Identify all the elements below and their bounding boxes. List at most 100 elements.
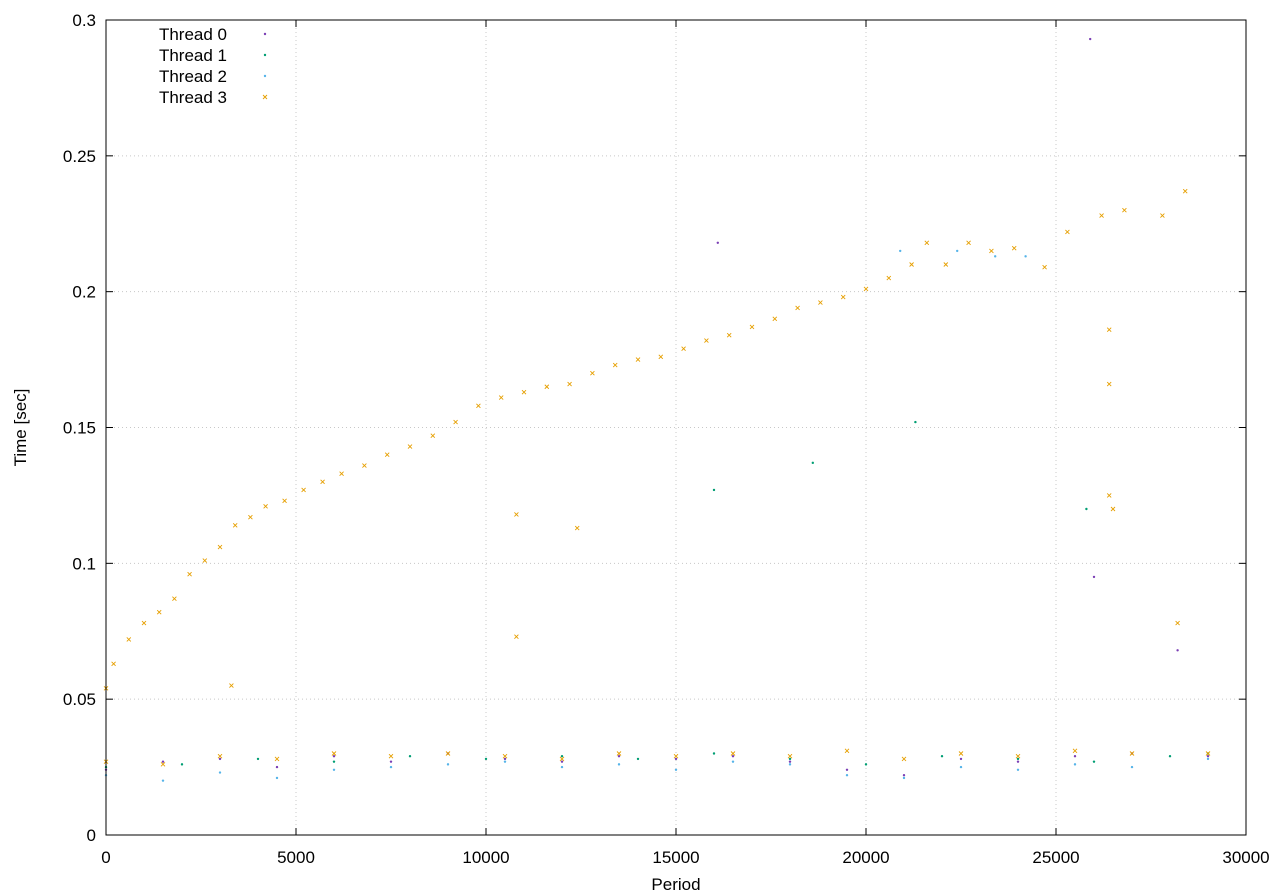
legend-marker: [263, 53, 267, 57]
data-point: [217, 753, 223, 759]
data-point: [560, 755, 564, 758]
data-point: [674, 768, 678, 771]
data-point: [772, 316, 778, 322]
data-point: [635, 357, 641, 362]
data-point: [1073, 763, 1077, 766]
data-point: [1129, 751, 1135, 756]
series-3: [103, 188, 1211, 767]
data-point: [248, 514, 253, 520]
legend: Thread 0 Thread 1 Thread 2 Thread 3: [159, 25, 268, 107]
data-point: [1099, 213, 1104, 218]
data-point: [161, 760, 165, 763]
data-point: [730, 751, 736, 756]
data-point: [161, 779, 165, 782]
data-point: [959, 765, 963, 769]
data-point: [989, 248, 994, 254]
axis-ticks: [105, 19, 1247, 836]
data-point: [282, 498, 287, 504]
data-point: [788, 760, 792, 763]
data-point: [616, 751, 622, 756]
data-point: [1089, 37, 1092, 41]
data-point: [389, 760, 393, 763]
data-point: [1016, 757, 1020, 761]
data-point: [788, 757, 792, 761]
data-point: [560, 760, 564, 763]
y-tick-label: 0.3: [72, 11, 96, 30]
y-tick-label: 0.1: [72, 554, 96, 573]
data-point: [940, 755, 944, 758]
data-point: [408, 755, 412, 758]
data-point: [901, 756, 907, 762]
data-point: [914, 420, 917, 424]
data-point: [1175, 620, 1180, 626]
data-point: [332, 760, 336, 763]
data-point: [1092, 575, 1096, 579]
data-point: [1085, 507, 1088, 511]
data-point: [731, 755, 735, 758]
data-point: [476, 403, 481, 409]
data-point: [943, 262, 949, 267]
data-point: [818, 300, 823, 305]
data-point: [712, 488, 716, 492]
data-point: [1106, 381, 1112, 387]
grid-lines: [106, 20, 1246, 835]
data-point: [430, 433, 436, 438]
data-point: [407, 444, 413, 449]
data-point: [924, 240, 930, 246]
data-point: [521, 389, 527, 395]
x-tick-label: 5000: [277, 848, 315, 867]
data-point: [445, 751, 451, 756]
data-point: [902, 776, 906, 780]
data-point: [502, 753, 508, 759]
x-tick-label: 10000: [462, 848, 509, 867]
data-point: [187, 571, 192, 577]
data-point: [845, 774, 849, 777]
data-point: [514, 634, 519, 640]
series-2: [104, 249, 1210, 782]
data-points: [103, 37, 1211, 782]
axis-tick-labels: 0 5000 10000 15000 20000 25000 30000 0 0.05 0.1 0.…: [63, 11, 1270, 867]
data-point: [731, 760, 735, 763]
data-point: [845, 768, 849, 771]
data-point: [674, 757, 678, 761]
data-point: [331, 751, 337, 756]
data-point: [617, 763, 621, 766]
data-point: [503, 757, 507, 761]
data-point: [384, 452, 390, 457]
data-point: [617, 755, 621, 758]
data-point: [1106, 327, 1112, 333]
y-tick-label: 0.25: [63, 147, 96, 166]
y-axis-title: Time [sec]: [11, 389, 30, 467]
series-0: [104, 37, 1210, 777]
data-point: [362, 463, 367, 468]
data-point: [673, 753, 679, 759]
data-point: [681, 346, 686, 352]
data-point: [126, 637, 132, 642]
data-point: [1130, 765, 1134, 769]
data-point: [590, 370, 595, 376]
data-point: [320, 479, 325, 485]
data-point: [959, 757, 963, 761]
data-point: [1205, 751, 1211, 756]
data-point: [160, 762, 166, 767]
data-point: [274, 756, 280, 762]
data-point: [712, 752, 716, 755]
y-tick-label: 0.05: [63, 690, 96, 709]
x-tick-label: 25000: [1032, 848, 1079, 867]
legend-label: Thread 1: [159, 46, 227, 65]
x-tick-label: 15000: [652, 848, 699, 867]
data-point: [612, 362, 618, 368]
data-point: [966, 240, 971, 246]
legend-label: Thread 3: [159, 88, 227, 107]
data-point: [956, 249, 959, 253]
data-point: [560, 765, 564, 769]
data-point: [994, 255, 997, 258]
data-point: [275, 765, 279, 769]
data-point: [1168, 755, 1172, 758]
data-point: [567, 381, 572, 387]
y-tick-label: 0.15: [63, 419, 96, 438]
data-point: [1016, 760, 1020, 763]
data-point: [141, 620, 147, 626]
data-point: [958, 751, 964, 756]
